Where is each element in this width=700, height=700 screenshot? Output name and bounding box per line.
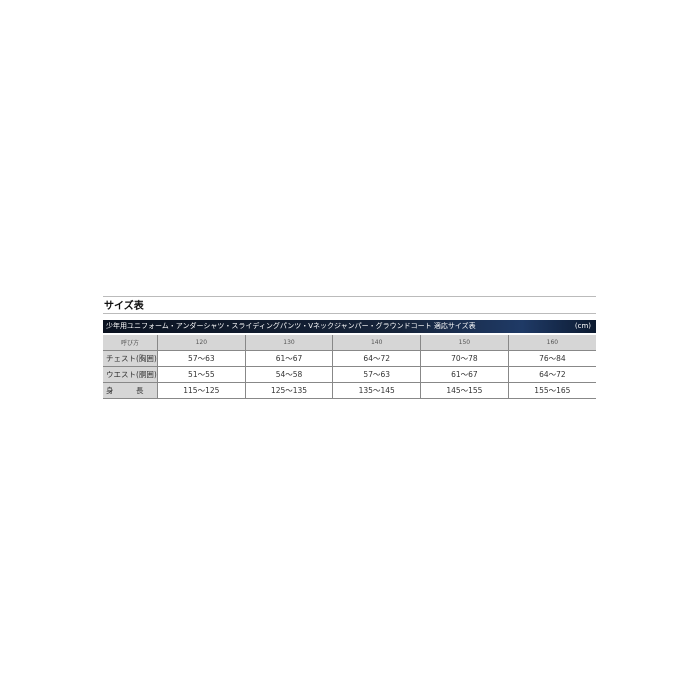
row-label: チェスト(胸囲)	[103, 350, 158, 367]
table-cell: 57〜63	[332, 366, 421, 383]
table-cell: 155〜165	[507, 382, 596, 399]
header-cell: 120	[157, 335, 246, 351]
top-rule	[103, 296, 596, 297]
table-cell: 70〜78	[420, 350, 509, 367]
table-cell: 115〜125	[157, 382, 246, 399]
title-rule	[103, 313, 596, 314]
table-cell: 61〜67	[420, 366, 509, 383]
row-label: ウエスト(胴囲)	[103, 366, 158, 383]
row-label: 身 長	[103, 382, 158, 399]
table-cell: 135〜145	[332, 382, 421, 399]
table-row: チェスト(胸囲) 57〜63 61〜67 64〜72 70〜78 76〜84	[103, 350, 596, 367]
table-cell: 51〜55	[157, 366, 246, 383]
table-cell: 64〜72	[332, 350, 421, 367]
table-banner: 少年用ユニフォーム・アンダーシャツ・スライディングパンツ・Vネックジャンパー・グ…	[103, 320, 596, 333]
table-cell: 54〜58	[244, 366, 333, 383]
header-cell: 150	[420, 335, 509, 351]
table-cell: 145〜155	[420, 382, 509, 399]
table-row: 身 長 115〜125 125〜135 135〜145 145〜155 155〜…	[103, 382, 596, 399]
table-cell: 125〜135	[244, 382, 333, 399]
page-title: サイズ表	[104, 301, 144, 312]
table-cell: 57〜63	[157, 350, 246, 367]
table-cell: 61〜67	[244, 350, 333, 367]
size-table: 呼び方 120 130 140 150 160 チェスト(胸囲) 57〜63 6…	[103, 335, 596, 399]
table-cell: 64〜72	[507, 366, 596, 383]
table-header-row: 呼び方 120 130 140 150 160	[103, 335, 596, 351]
header-cell: 呼び方	[103, 335, 158, 351]
table-cell: 76〜84	[507, 350, 596, 367]
unit-label: (cm)	[574, 322, 591, 330]
header-cell: 130	[244, 335, 333, 351]
header-cell: 140	[332, 335, 421, 351]
banner-text: 少年用ユニフォーム・アンダーシャツ・スライディングパンツ・Vネックジャンパー・グ…	[106, 322, 476, 330]
header-cell: 160	[507, 335, 596, 351]
table-row: ウエスト(胴囲) 51〜55 54〜58 57〜63 61〜67 64〜72	[103, 366, 596, 383]
